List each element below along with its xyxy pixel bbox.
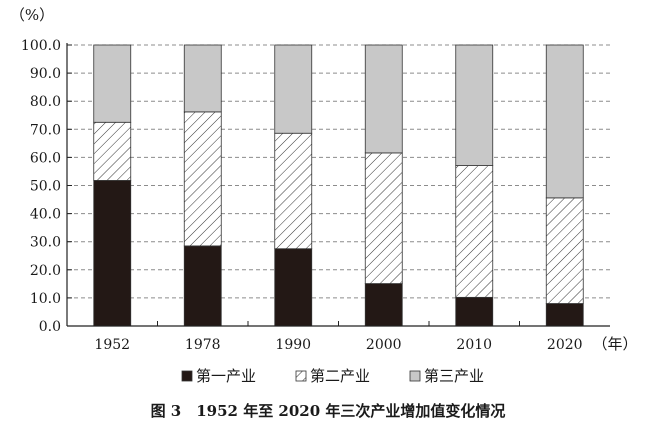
y-tick-label: 70.0 <box>30 122 61 138</box>
y-tick-label: 80.0 <box>30 94 61 110</box>
y-tick-label: 60.0 <box>30 150 61 166</box>
x-axis-unit: （年） <box>592 335 637 353</box>
bar-segment-1978-series-3 <box>183 44 222 113</box>
bar-segment-2020-series-2 <box>545 197 584 304</box>
bar-segment-2000-series-2 <box>364 152 403 284</box>
x-axis-ticks: 1952 1978 1990 2000 2010 2020 <box>94 321 583 353</box>
bar-segment-1952-series-3 <box>93 44 132 123</box>
legend-label: 第一产业 <box>196 367 256 385</box>
x-tick-label: 2010 <box>456 337 492 353</box>
y-axis-ticks: 0.0 10.0 20.0 30.0 40.0 50.0 60.0 70.0 80.0 90.0 1… <box>21 38 72 335</box>
bar-segment-2010-series-2 <box>455 165 494 298</box>
bar-segment-1990-series-3 <box>274 44 313 134</box>
bar-segment-2000-series-3 <box>364 44 403 154</box>
bar-segment-1990-series-1 <box>274 248 313 327</box>
gridlines <box>67 44 610 299</box>
x-tick-label: 1990 <box>275 337 311 353</box>
bar-segment-1990-series-2 <box>274 132 313 250</box>
legend-label: 第三产业 <box>424 367 484 385</box>
legend-swatch <box>409 370 421 382</box>
x-tick-label: 1978 <box>185 337 221 353</box>
bar-segment-2020-series-1 <box>545 303 584 327</box>
x-tick-label: 2020 <box>547 337 583 353</box>
y-tick-label: 90.0 <box>30 66 61 82</box>
bar-segment-2010-series-1 <box>455 296 494 327</box>
bar-segment-1952-series-1 <box>93 180 132 327</box>
figure-caption: 图 3 1952 年至 2020 年三次产业增加值变化情况 <box>151 402 506 420</box>
y-tick-label: 20.0 <box>30 263 61 279</box>
legend-swatch <box>295 370 307 382</box>
y-tick-label: 50.0 <box>30 179 61 195</box>
legend-swatch <box>181 370 193 382</box>
y-tick-label: 30.0 <box>30 235 61 251</box>
bar-segment-1978-series-2 <box>183 111 222 247</box>
x-tick-label: 2000 <box>366 337 402 353</box>
y-tick-label: 100.0 <box>21 38 61 54</box>
y-tick-label: 10.0 <box>30 291 61 307</box>
y-tick-label: 0.0 <box>39 319 61 335</box>
bar-segment-1978-series-1 <box>183 245 222 327</box>
bar-segment-2020-series-3 <box>545 44 584 199</box>
bars <box>93 44 584 327</box>
y-tick-label: 40.0 <box>30 207 61 223</box>
legend: 第一产业 第二产业 第三产业 <box>181 367 484 385</box>
bar-segment-2010-series-3 <box>455 44 494 166</box>
bar-segment-2000-series-1 <box>364 283 403 327</box>
x-tick-label: 1952 <box>94 337 130 353</box>
bar-segment-1952-series-2 <box>93 121 132 181</box>
legend-label: 第二产业 <box>310 367 370 385</box>
axes <box>66 43 610 327</box>
y-axis-unit: （%） <box>10 6 54 24</box>
